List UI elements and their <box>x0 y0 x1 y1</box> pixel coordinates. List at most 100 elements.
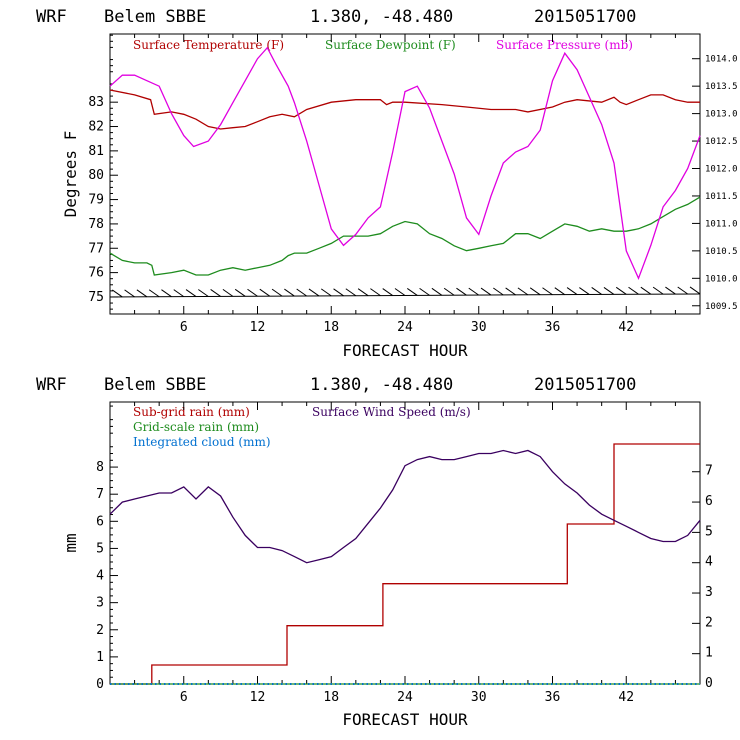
wind-barb <box>603 286 615 295</box>
series-sub-grid-rain-mm <box>110 443 700 685</box>
wind-barb <box>677 286 688 295</box>
x-tick-label: 18 <box>323 320 339 335</box>
wind-barb <box>370 288 381 297</box>
legend-gridscale-rain: Grid-scale rain (mm) <box>133 420 259 434</box>
wind-barb <box>136 289 148 298</box>
panel1-header-coords: 1.380, -48.480 <box>310 7 453 27</box>
wind-barb <box>210 289 221 297</box>
wind-barb <box>357 288 369 297</box>
x-tick-label: 42 <box>618 320 634 335</box>
y-tick-label: 76 <box>88 266 104 281</box>
y2-tick-label: 0 <box>705 676 713 691</box>
panel1-header-model: WRF <box>36 7 67 27</box>
x-tick-label: 18 <box>323 690 339 705</box>
legend-integrated-cloud: Integrated cloud (mm) <box>133 435 271 449</box>
wind-barb <box>394 288 406 296</box>
panel1-plot-frame <box>109 33 701 315</box>
wind-barb <box>124 289 135 298</box>
legend-temperature: Surface Temperature (F) <box>133 38 284 52</box>
y-tick-label: 0 <box>96 677 104 692</box>
x-tick-label: 12 <box>250 320 266 335</box>
y2-tick-label: 1010.0 <box>705 274 738 284</box>
wind-barb <box>640 286 652 295</box>
y2-tick-label: 7 <box>705 464 713 479</box>
y2-tick-label: 6 <box>705 494 713 509</box>
x-tick-label: 12 <box>250 690 266 705</box>
y-tick-label: 83 <box>88 95 104 110</box>
x-tick-label: 24 <box>397 690 413 705</box>
wind-barb <box>554 287 566 296</box>
panel1-series <box>109 46 701 281</box>
wind-barb <box>296 288 307 297</box>
wind-barb <box>271 288 283 297</box>
y2-tick-label: 3 <box>705 585 713 600</box>
wind-barb <box>443 287 455 296</box>
panel2-header-coords: 1.380, -48.480 <box>310 375 453 395</box>
wind-barb <box>468 287 480 296</box>
wind-barb <box>480 287 492 296</box>
wind-barb <box>431 287 443 296</box>
x-tick-label: 24 <box>397 320 413 335</box>
wind-barb <box>222 288 234 297</box>
wind-barb <box>615 286 627 295</box>
wind-barb <box>259 288 271 297</box>
wind-barb <box>320 288 332 297</box>
wind-barb <box>505 287 516 296</box>
legend-wind-speed: Surface Wind Speed (m/s) <box>312 405 471 419</box>
legend-subgrid-rain: Sub-grid rain (mm) <box>133 405 250 419</box>
wind-barb <box>665 286 676 295</box>
y-tick-label: 5 <box>96 541 104 556</box>
y2-tick-label: 1 <box>705 646 713 661</box>
wind-barb <box>382 288 393 296</box>
x-tick-label: 6 <box>180 690 188 705</box>
panel1-header-station: Belem SBBE <box>104 7 206 27</box>
wind-barb <box>333 288 344 297</box>
series-surface-wind-speed-m-s <box>109 449 701 564</box>
panel2-header-station: Belem SBBE <box>104 375 206 395</box>
wind-barb <box>247 288 258 297</box>
wind-barb <box>456 287 467 296</box>
wind-barbs <box>110 286 701 298</box>
wind-barb <box>529 287 541 296</box>
wind-barb <box>628 286 639 295</box>
y2-tick-label: 1011.5 <box>705 192 738 202</box>
y-tick-label: 79 <box>88 193 104 208</box>
wind-barb <box>345 288 357 297</box>
y2-tick-label: 1013.5 <box>705 82 738 92</box>
panel2-series <box>109 443 701 685</box>
wind-barb <box>234 288 246 297</box>
panel2-header-model: WRF <box>36 375 67 395</box>
wind-barb-baseline <box>110 293 701 298</box>
y2-tick-label: 4 <box>705 555 713 570</box>
y2-tick-label: 2 <box>705 615 713 630</box>
panel1-y-axis-label: Degrees F <box>61 131 80 218</box>
y-tick-label: 6 <box>96 514 104 529</box>
temperature-panel: WRF Belem SBBE 1.380, -48.480 2015051700… <box>36 7 738 360</box>
x-tick-label: 36 <box>545 320 561 335</box>
legend-dewpoint: Surface Dewpoint (F) <box>325 38 456 52</box>
y2-tick-label: 1014.0 <box>705 55 738 65</box>
y2-tick-label: 1013.0 <box>705 110 738 120</box>
y2-tick-label: 1012.0 <box>705 165 738 175</box>
y-tick-label: 2 <box>96 623 104 638</box>
panel1-x-axis-label: FORECAST HOUR <box>342 341 468 360</box>
y2-tick-label: 1009.5 <box>705 302 738 312</box>
wind-barb <box>591 287 602 295</box>
wind-barb <box>652 286 664 295</box>
series-surface-pressure-mb <box>109 46 701 281</box>
wind-barb <box>493 287 504 296</box>
y-tick-label: 3 <box>96 596 104 611</box>
wind-barb <box>198 289 209 297</box>
wind-barb <box>407 288 418 296</box>
wind-barb <box>284 288 295 297</box>
y-tick-label: 81 <box>88 144 104 159</box>
x-tick-label: 36 <box>545 690 561 705</box>
y-tick-label: 77 <box>88 241 104 256</box>
x-tick-label: 6 <box>180 320 188 335</box>
x-tick-label: 30 <box>471 690 487 705</box>
panel1-ticks: 6 12 18 24 30 36 42 75 76 77 78 79 80 81 82 83 1009.5 101… <box>88 34 738 335</box>
panel2-y-axis-label: mm <box>61 533 80 552</box>
y-tick-label: 4 <box>96 569 104 584</box>
y-tick-label: 80 <box>88 168 104 183</box>
